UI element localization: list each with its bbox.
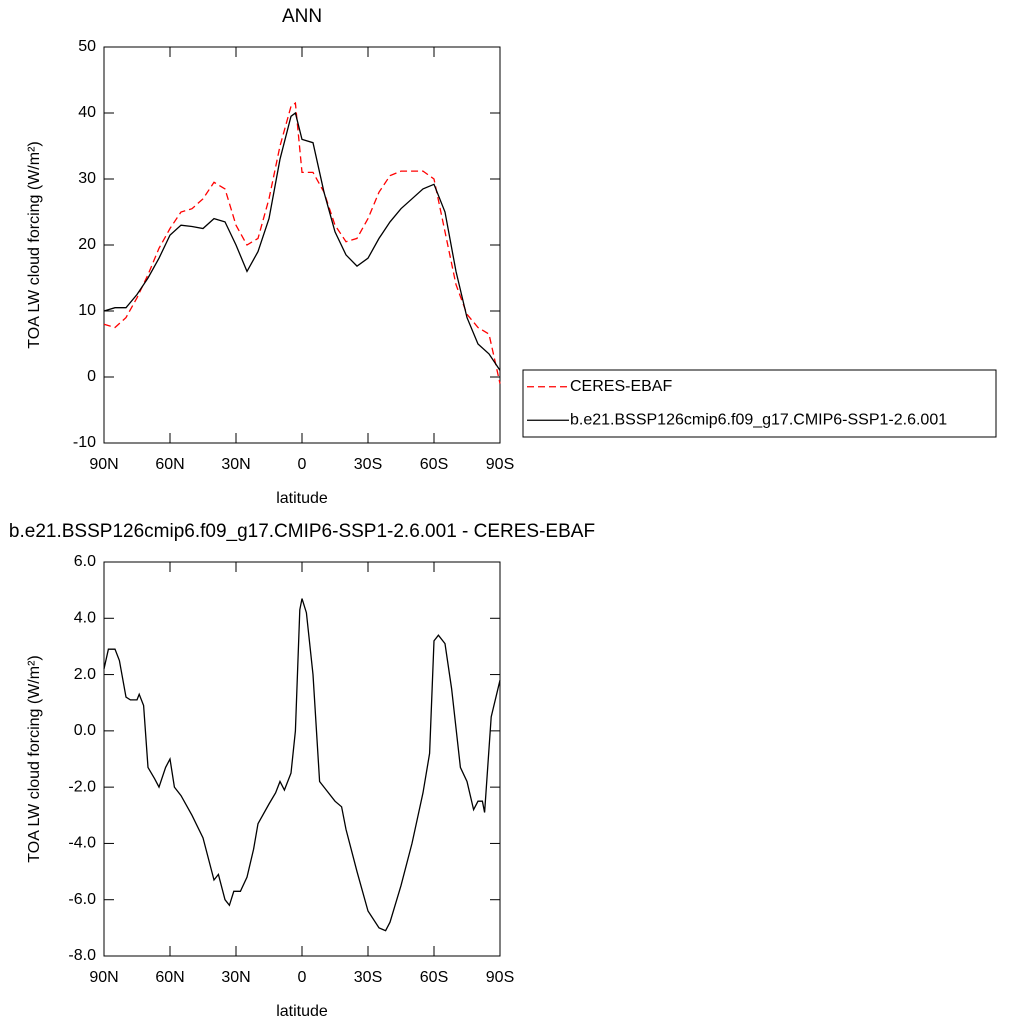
y-tick-label: 2.0 — [74, 666, 96, 683]
y-tick-label: -6.0 — [68, 891, 96, 908]
legend-label: b.e21.BSSP126cmip6.f09_g17.CMIP6-SSP1-2.… — [570, 411, 947, 428]
x-tick-label: 90N — [89, 456, 118, 473]
x-tick-label: 0 — [298, 969, 307, 986]
y-tick-label: 6.0 — [74, 553, 96, 570]
data-line — [103, 598, 501, 932]
y-tick-label: 30 — [78, 170, 96, 187]
y-tick-label: -2.0 — [68, 778, 96, 795]
data-line — [103, 101, 501, 384]
x-tick-label: 60S — [420, 456, 448, 473]
x-tick-label: 30S — [354, 969, 382, 986]
y-tick-label: -10 — [73, 434, 96, 451]
plot-frame — [103, 46, 501, 444]
y-tick-label: -8.0 — [68, 947, 96, 964]
x-axis-label: latitude — [276, 490, 328, 507]
x-tick-label: 30N — [221, 456, 250, 473]
y-tick-label: -4.0 — [68, 835, 96, 852]
legend-box — [522, 369, 997, 438]
y-axis-label: TOA LW cloud forcing (W/m²) — [26, 655, 43, 862]
x-tick-label: 60N — [155, 456, 184, 473]
y-tick-label: 40 — [78, 104, 96, 121]
y-tick-label: 50 — [78, 38, 96, 55]
data-line — [103, 111, 501, 371]
x-tick-label: 30S — [354, 456, 382, 473]
y-tick-label: 0 — [87, 368, 96, 385]
y-tick-label: 0.0 — [74, 722, 96, 739]
x-tick-label: 0 — [298, 456, 307, 473]
x-tick-label: 90S — [486, 456, 514, 473]
chart-title: ANN — [282, 6, 322, 27]
y-axis-label: TOA LW cloud forcing (W/m²) — [26, 141, 43, 348]
x-tick-label: 30N — [221, 969, 250, 986]
y-tick-label: 10 — [78, 302, 96, 319]
x-tick-label: 90S — [486, 969, 514, 986]
legend-label: CERES-EBAF — [570, 378, 672, 395]
x-tick-label: 90N — [89, 969, 118, 986]
x-axis-label: latitude — [276, 1003, 328, 1020]
y-tick-label: 4.0 — [74, 610, 96, 627]
y-tick-label: 20 — [78, 236, 96, 253]
x-tick-label: 60N — [155, 969, 184, 986]
chart-title: b.e21.BSSP126cmip6.f09_g17.CMIP6-SSP1-2.… — [9, 521, 595, 542]
x-tick-label: 60S — [420, 969, 448, 986]
plot-frame — [103, 561, 501, 957]
